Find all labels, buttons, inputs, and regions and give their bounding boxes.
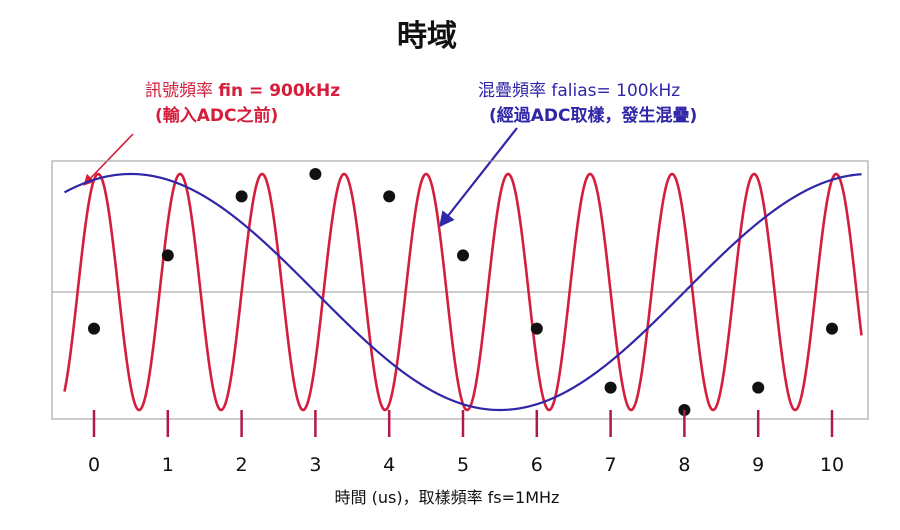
sample-point xyxy=(161,249,174,262)
sample-point xyxy=(88,322,100,335)
x-tick-label: 6 xyxy=(531,454,543,476)
x-tick-label: 10 xyxy=(820,454,844,476)
series-falias-line xyxy=(63,172,862,412)
x-tick-label: 1 xyxy=(162,454,174,476)
plot-frame xyxy=(51,160,869,420)
annotation-falias-arrow xyxy=(439,127,518,228)
x-tick-label: 5 xyxy=(457,454,469,476)
sample-point xyxy=(235,190,248,203)
x-tick-label: 3 xyxy=(309,454,321,476)
sample-point xyxy=(826,322,838,335)
x-tick-label: 7 xyxy=(605,454,617,476)
x-tick-label: 2 xyxy=(236,454,248,476)
x-tick-label: 0 xyxy=(88,454,100,476)
series-layer xyxy=(63,172,863,412)
annotation-layer: 訊號頻率 fin = 900kHz (輸入ADC之前) 混疊頻率 falias= 1… xyxy=(83,81,697,228)
annotation-fin-line2: (輸入ADC之前) xyxy=(155,105,278,126)
annotation-falias-line1: 混疊頻率 falias= 100kHz xyxy=(478,81,680,101)
annotation-falias-line2: (經過ADC取樣，發生混疊) xyxy=(489,105,697,126)
annotation-fin-line1: 訊號頻率 fin = 900kHz xyxy=(145,81,340,101)
sample-points xyxy=(88,168,838,416)
x-axis-ticks: 0 1 2 3 4 5 6 7 8 9 10 xyxy=(88,410,844,476)
chart-title: 時域 xyxy=(397,19,457,54)
sample-point xyxy=(604,381,617,394)
sample-point xyxy=(309,168,322,180)
x-tick-label: 8 xyxy=(678,454,690,476)
x-tick-label: 4 xyxy=(383,454,395,476)
sample-point xyxy=(383,190,396,203)
x-axis-label: 時間 (us)，取樣頻率 fs=1MHz xyxy=(335,488,560,507)
x-tick-label: 9 xyxy=(752,454,764,476)
sample-point xyxy=(457,249,469,262)
sample-point xyxy=(752,381,765,394)
sample-point xyxy=(530,322,543,335)
annotation-fin-arrow xyxy=(83,133,134,186)
